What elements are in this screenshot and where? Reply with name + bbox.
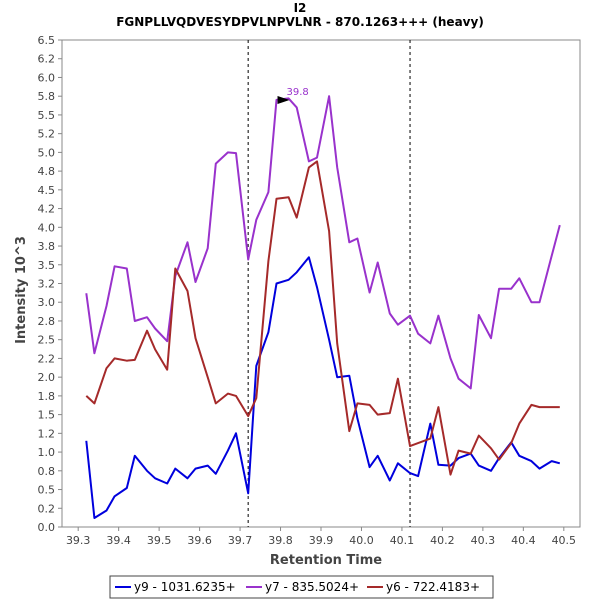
y-tick-label: 2.8	[38, 315, 56, 328]
y-tick-label: 1.5	[38, 409, 56, 422]
x-axis-label: Retention Time	[270, 553, 382, 568]
y-tick-label: 4.2	[38, 203, 56, 216]
y-tick-label: 4.5	[38, 184, 56, 197]
y-tick-label: 1.8	[38, 390, 56, 403]
x-tick-label: 40.2	[430, 534, 455, 547]
y-tick-label: 1.0	[38, 446, 56, 459]
x-tick-label: 40.1	[390, 534, 415, 547]
y-tick-label: 2.0	[38, 371, 56, 384]
y-tick-label: 6.2	[38, 53, 56, 66]
x-tick-label: 40.4	[511, 534, 536, 547]
y-tick-label: 0.2	[38, 502, 56, 515]
x-tick-label: 39.5	[147, 534, 172, 547]
y-tick-label: 1.2	[38, 427, 56, 440]
y-tick-label: 3.2	[38, 278, 56, 291]
legend-box	[109, 575, 494, 599]
series-layer	[85, 95, 561, 519]
x-tick-label: 40.5	[552, 534, 577, 547]
y-tick-label: 5.0	[38, 146, 56, 159]
y-tick-label: 0.8	[38, 465, 56, 478]
x-tick-label: 39.7	[228, 534, 253, 547]
y-tick-label: 4.8	[38, 165, 56, 178]
x-axis-ticks: 39.3 39.4 39.5 39.6 39.7 39.8 39.9 40.0 40.1 40.2…	[66, 527, 576, 547]
legend-item-label: y7 - 835.5024+	[265, 580, 359, 594]
plot-area	[61, 39, 581, 528]
y-tick-label: 2.2	[38, 352, 56, 365]
y-tick-label: 3.8	[38, 240, 56, 253]
x-tick-label: 40.3	[471, 534, 496, 547]
y-tick-label: 3.5	[38, 259, 56, 272]
series-line-0	[85, 256, 561, 519]
x-tick-label: 40.0	[349, 534, 374, 547]
x-tick-label: 39.9	[309, 534, 334, 547]
x-tick-label: 39.8	[268, 534, 293, 547]
y-tick-label: 6.0	[38, 71, 56, 84]
legend-item-label: y6 - 722.4183+	[386, 580, 480, 594]
series-line-2	[85, 160, 560, 476]
peak-annotation-label: 39.8	[287, 87, 309, 98]
legend-item-label: y9 - 1031.6235+	[134, 580, 236, 594]
y-tick-label: 4.0	[38, 221, 56, 234]
x-tick-label: 39.6	[187, 534, 212, 547]
y-tick-label: 0.5	[38, 484, 56, 497]
y-tick-label: 3.0	[38, 296, 56, 309]
y-tick-label: 5.2	[38, 128, 56, 141]
x-tick-label: 39.3	[66, 534, 91, 547]
annotation-layer: 39.8	[277, 87, 309, 104]
chart-subtitle: FGNPLLVQDVESYDPVLNPVLNR - 870.1263+++ (h…	[116, 15, 484, 29]
x-tick-label: 39.4	[106, 534, 131, 547]
series-line-1	[85, 95, 561, 390]
legend: y9 - 1031.6235+ y7 - 835.5024+ y6 - 722.41…	[115, 580, 480, 594]
y-tick-label: 5.5	[38, 109, 56, 122]
y-axis-ticks: 0.0 0.2 0.5 0.8 1.0 1.2 1.5 1.8 2.0 2.2 2.5 2.8 3.0 3…	[38, 34, 62, 534]
y-axis-label: Intensity 10^3	[14, 236, 29, 344]
y-tick-label: 6.5	[38, 34, 56, 47]
chart-title: I2	[294, 1, 307, 15]
peak-arrow-icon	[277, 95, 290, 104]
y-tick-label: 2.5	[38, 334, 56, 347]
y-tick-label: 5.8	[38, 90, 56, 103]
y-tick-label: 0.0	[38, 521, 56, 534]
